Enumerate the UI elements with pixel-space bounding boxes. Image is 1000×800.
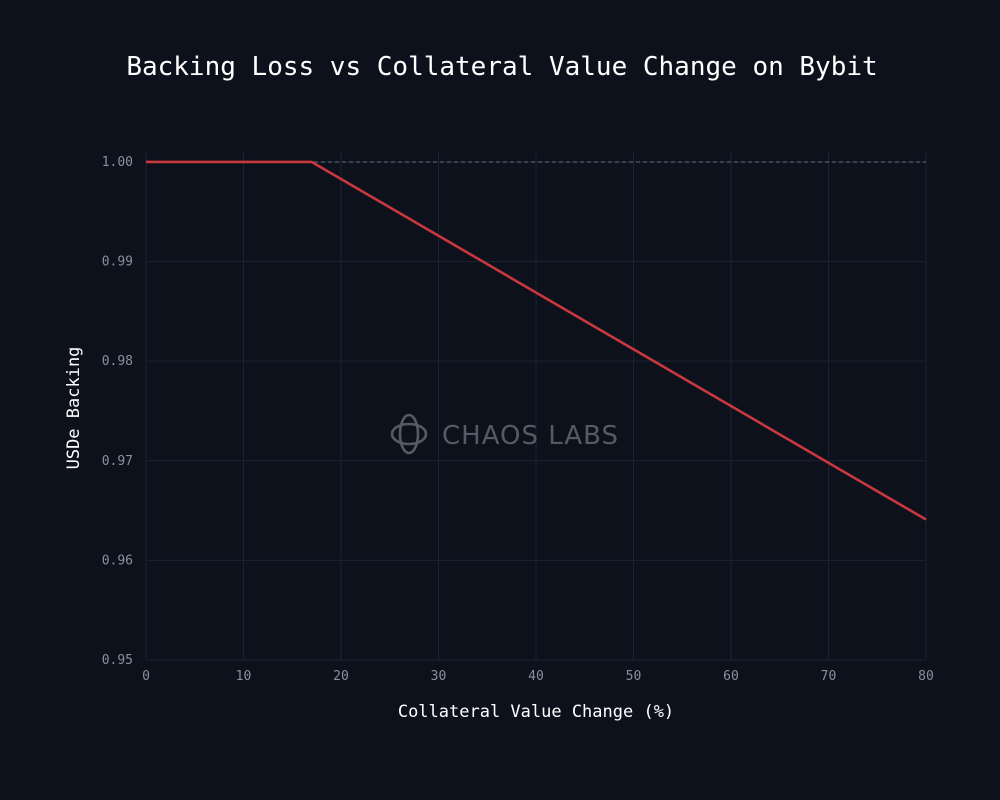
y-tick-label: 1.00 [102, 155, 133, 170]
x-tick-label: 70 [821, 669, 837, 684]
chart-title: Backing Loss vs Collateral Value Change … [126, 52, 877, 82]
y-tick-label: 0.95 [102, 653, 133, 668]
y-axis-label: USDe Backing [64, 347, 84, 470]
series-group [146, 160, 927, 521]
x-axis-label: Collateral Value Change (%) [398, 702, 674, 722]
x-tick-label: 30 [431, 669, 447, 684]
chaos-labs-logo-icon [390, 413, 428, 455]
x-tick-label: 50 [626, 669, 642, 684]
watermark-text: CHAOS LABS [442, 421, 619, 451]
x-tick-label: 80 [918, 669, 934, 684]
x-tick-label: 20 [333, 669, 349, 684]
watermark: CHAOS LABS [390, 413, 619, 455]
x-axis-ticks: 0 10 20 30 40 50 60 70 80 [142, 669, 934, 684]
y-tick-label: 0.97 [102, 454, 133, 469]
y-tick-label: 0.96 [102, 553, 133, 568]
x-tick-label: 10 [236, 669, 252, 684]
y-tick-label: 0.98 [102, 354, 133, 369]
x-tick-label: 40 [528, 669, 544, 684]
grid [145, 152, 927, 661]
x-tick-label: 0 [142, 669, 150, 684]
series-line-1 [146, 160, 927, 521]
y-axis-ticks: 0.95 0.96 0.97 0.98 0.99 1.00 [102, 155, 133, 668]
x-tick-label: 60 [723, 669, 739, 684]
y-tick-label: 0.99 [102, 255, 133, 270]
